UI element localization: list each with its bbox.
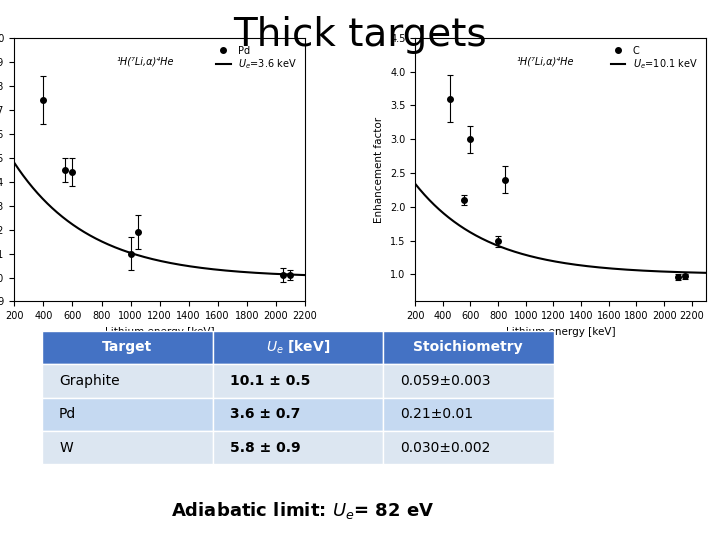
Legend: C, $U_e$=10.1 keV: C, $U_e$=10.1 keV	[608, 43, 701, 74]
Text: Thick targets: Thick targets	[233, 16, 487, 54]
X-axis label: Lithium energy [keV]: Lithium energy [keV]	[105, 327, 215, 337]
Y-axis label: Enhancement factor: Enhancement factor	[374, 117, 384, 222]
Text: Adiabatic limit: $U_e$= 82 eV: Adiabatic limit: $U_e$= 82 eV	[171, 500, 434, 521]
Legend: Pd, $U_e$=3.6 keV: Pd, $U_e$=3.6 keV	[213, 43, 300, 74]
Text: ¹H(⁷Li,α)⁴He: ¹H(⁷Li,α)⁴He	[517, 56, 575, 66]
X-axis label: Lithium energy [keV]: Lithium energy [keV]	[505, 327, 615, 337]
Text: ¹H(⁷Li,α)⁴He: ¹H(⁷Li,α)⁴He	[116, 56, 174, 66]
